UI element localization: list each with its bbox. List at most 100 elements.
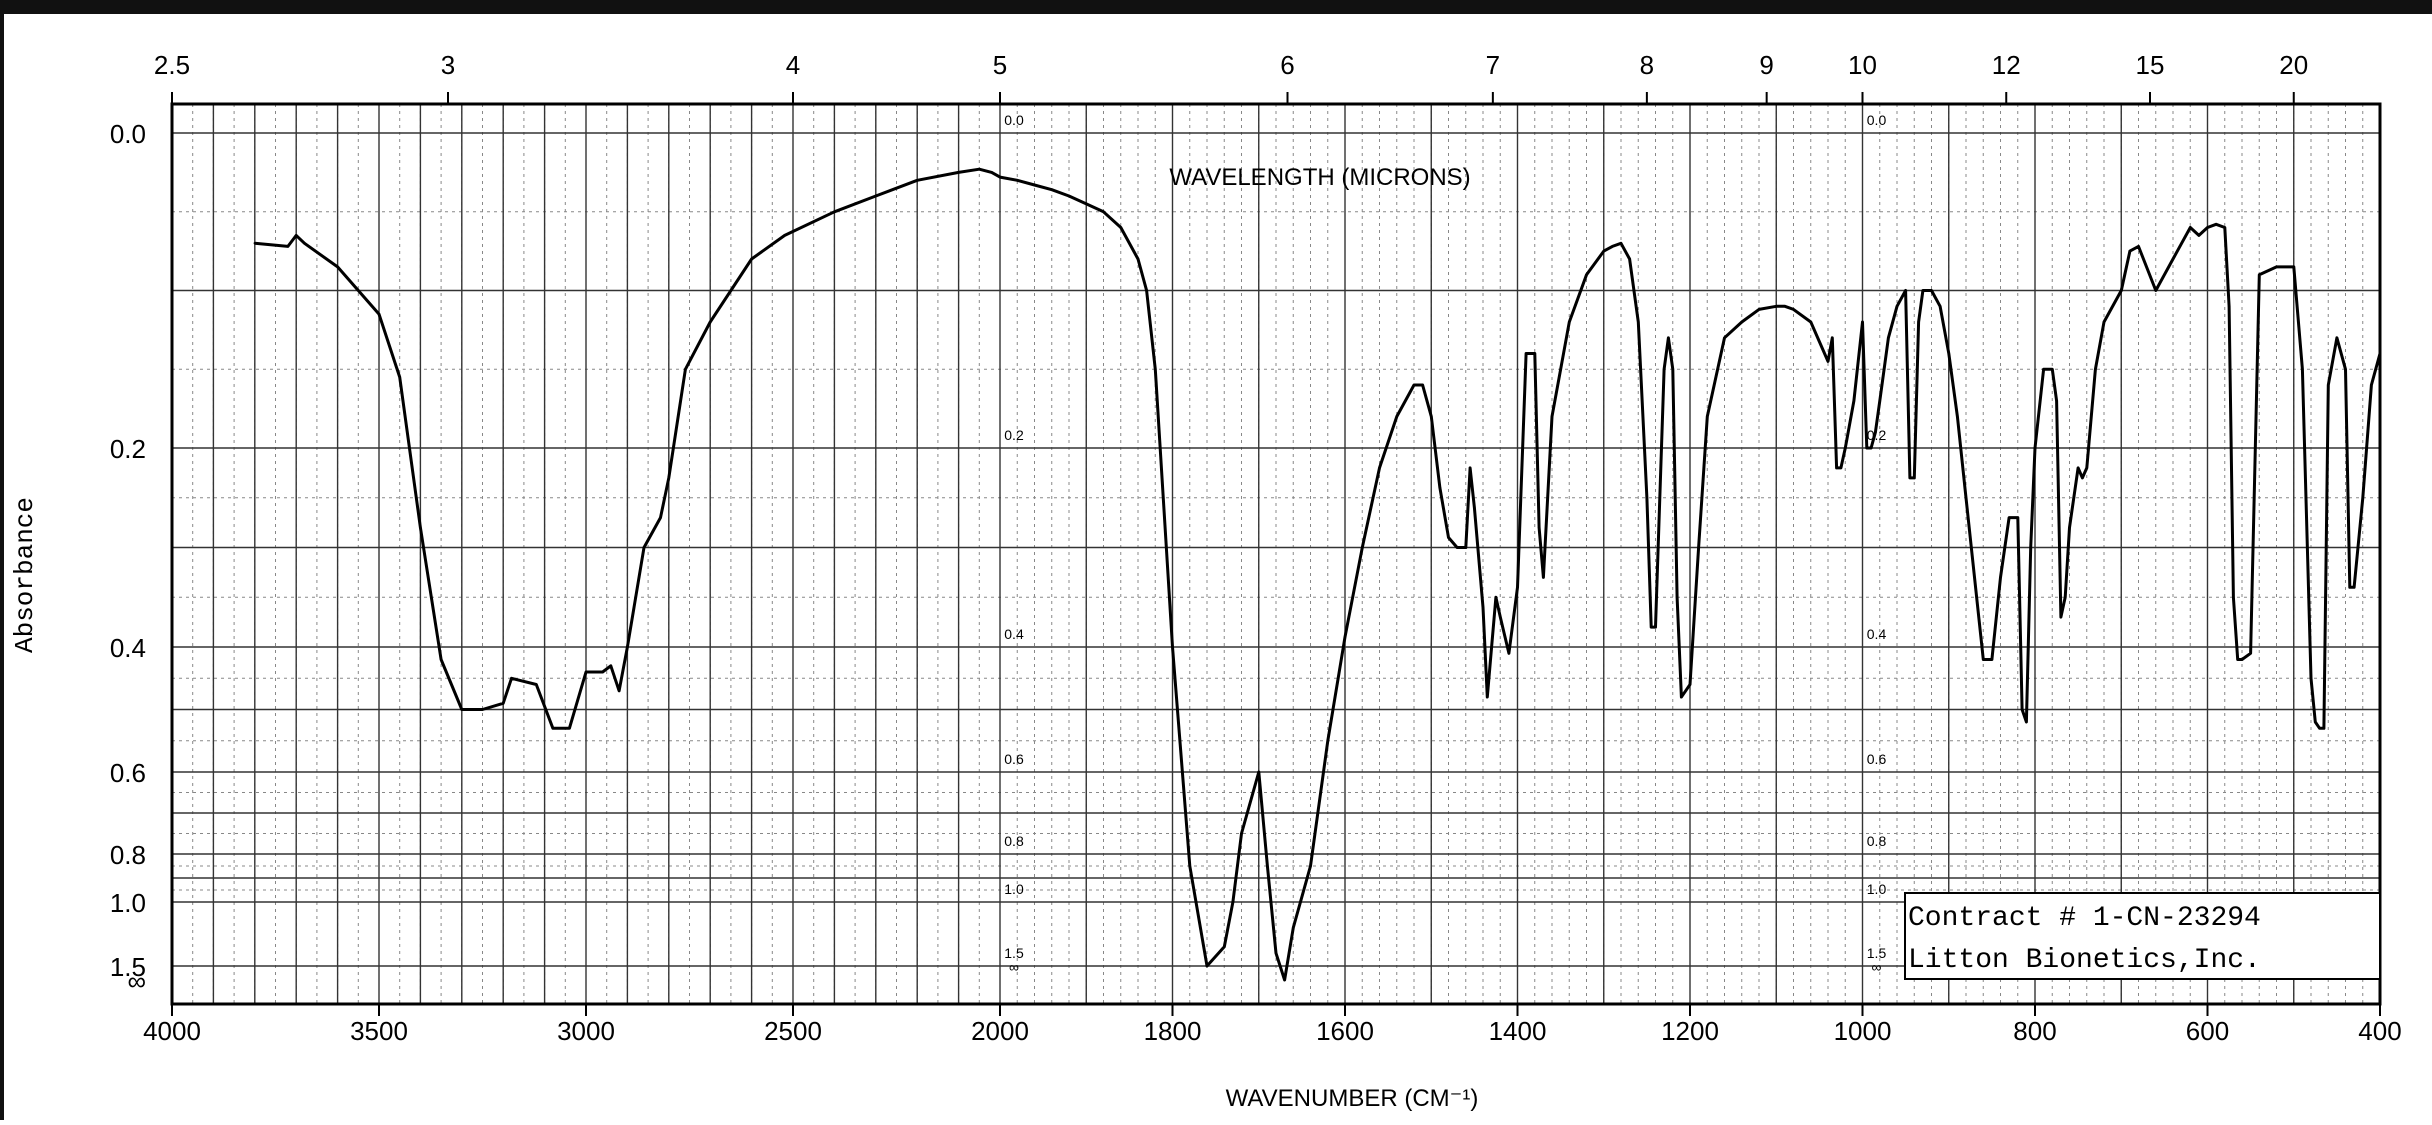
spectrum-data-point	[1895, 305, 1899, 308]
x-tick-label: 3500	[350, 1016, 408, 1046]
spectrum-data-point	[998, 175, 1002, 179]
inner-scale-label: 0.8	[1867, 833, 1887, 849]
spectrum-data-point	[1835, 466, 1838, 470]
spectrum-data-point	[1494, 596, 1498, 599]
top-tick-label: 15	[2136, 50, 2165, 80]
spectrum-data-point	[1085, 202, 1088, 206]
spectrum-data-point	[1602, 249, 1605, 253]
spectrum-data-point	[336, 265, 339, 269]
spectrum-data-point	[2128, 249, 2132, 253]
x-tick-label: 1200	[1661, 1016, 1719, 1046]
y-tick-label: 0.0	[110, 119, 146, 149]
spectrum-data-point	[626, 645, 629, 649]
x-tick-label: 800	[2013, 1016, 2056, 1046]
spectrum-data-point	[1619, 242, 1623, 245]
spectrum-data-point	[1240, 832, 1243, 835]
inner-scale-label: ∞	[1009, 959, 1019, 975]
spectrum-data-point	[1662, 368, 1666, 371]
spectrum-points	[253, 168, 2382, 982]
spectrum-data-point	[460, 708, 463, 711]
left-axis: 0.0 0.2 0.4 0.6 0.8 1.0 1.5∞	[110, 119, 146, 996]
spectrum-data-point	[1913, 476, 1916, 480]
spectrum-data-point	[2137, 245, 2140, 248]
spectrum-data-point	[2055, 399, 2058, 402]
spectrum-data-point	[551, 727, 555, 730]
spectrum-data-point	[642, 546, 646, 549]
spectrum-data-point	[2214, 223, 2218, 226]
spectrum-data-point	[1464, 546, 1467, 549]
inner-scale-label: 1.5	[1867, 945, 1887, 961]
spectrum-data-point	[286, 245, 290, 248]
spectrum-data-point	[2258, 273, 2261, 276]
spectrum-data-point	[659, 516, 662, 519]
spectrum-data-point	[1964, 496, 1968, 499]
spectrum-data-point	[1956, 415, 1959, 418]
spectrum-data-point	[1421, 383, 1424, 387]
spectrum-data-point	[1033, 183, 1036, 187]
spectrum-data-point	[1430, 415, 1433, 418]
spectrum-data-point	[957, 171, 960, 174]
spectrum-data-point	[2227, 305, 2231, 308]
inner-scale-left: 0.0 0.2 0.4 0.6 0.8 1.0 1.5∞	[1004, 112, 1024, 975]
spectrum-data-point	[1274, 952, 1278, 955]
annotation-box: Contract # 1-CN-23294 Litton Bionetics,I…	[1904, 892, 2381, 980]
spectrum-data-point	[2370, 383, 2373, 387]
spectrum-data-point	[2275, 265, 2278, 269]
spectrum-data-point	[2292, 265, 2295, 269]
spectrum-data-point	[1826, 360, 1830, 363]
spectrum-data-point	[617, 689, 621, 692]
inner-scale-label: 0.4	[1004, 626, 1024, 642]
top-axis: 2.5 3 4 5 6 7 8 9 10 12 15 20	[154, 50, 2308, 104]
spectrum-data-point	[1361, 546, 1364, 549]
spectrum-data-point	[502, 702, 505, 705]
x-tick-label: 1600	[1316, 1016, 1374, 1046]
spectrum-data-point	[1861, 320, 1864, 324]
spectrum-data-point	[2102, 320, 2106, 324]
spectrum-data-point	[2352, 586, 2356, 589]
spectrum-data-point	[1684, 689, 1687, 692]
top-axis-title: WAVELENGTH (MICRONS)	[1169, 164, 1470, 191]
spectrum-data-point	[1412, 383, 1416, 387]
spectrum-data-point	[1542, 576, 1545, 579]
bottom-axis: 4000 3500 3000 2500 2000 1800 1600 1400 1200 1000…	[143, 1004, 2402, 1046]
spectrum-data-point	[2016, 516, 2019, 519]
spectrum-data-point	[2318, 727, 2321, 730]
spectrum-data-point	[1473, 506, 1476, 509]
spectrum-data-point	[1611, 245, 1614, 248]
annotation-contract: Contract # 1-CN-23294	[1908, 903, 2261, 934]
spectrum-data-point	[1067, 194, 1071, 198]
spectrum-data-point	[2085, 466, 2088, 470]
spectrum-data-point	[833, 210, 836, 213]
inner-scale-label: 0.0	[1867, 112, 1887, 128]
spectrum-data-point	[1667, 336, 1670, 339]
spectrum-data-point	[1119, 226, 1122, 229]
spectrum-data-point	[2314, 720, 2317, 724]
spectrum-data-point	[1675, 596, 1679, 599]
spectrum-data-point	[2068, 526, 2071, 529]
inner-scale-label: 1.5	[1004, 945, 1024, 961]
spectrum-data-point	[1516, 586, 1519, 589]
spectrum-data-point	[601, 670, 604, 674]
spectrum-data-point	[1637, 320, 1640, 324]
inner-scale-label: 1.0	[1867, 881, 1887, 897]
y-tick-label: 1.5	[110, 952, 146, 982]
y-axis-title: Absorbance	[10, 497, 40, 653]
spectrum-data-point	[1990, 658, 1994, 661]
spectrum-data-point	[1874, 431, 1877, 434]
spectrum-data-point	[2344, 368, 2347, 371]
spectrum-data-point	[709, 320, 712, 324]
top-tick-label: 7	[1486, 50, 1500, 80]
spectrum-data-point	[2029, 546, 2032, 549]
spectrum-data-point	[2059, 615, 2063, 619]
spectrum-data-point	[510, 677, 513, 680]
spectrum-data-point	[1550, 415, 1554, 418]
top-tick-label: 6	[1280, 50, 1294, 80]
spectrum-data-point	[398, 375, 401, 379]
spectrum-data-point	[2206, 226, 2209, 229]
major-grid	[171, 104, 2381, 1004]
spectrum-data-point	[584, 670, 588, 674]
spectrum-data-point	[1326, 739, 1329, 742]
spectrum-data-point	[1292, 926, 1295, 929]
spectrum-data-point	[1921, 289, 1925, 292]
